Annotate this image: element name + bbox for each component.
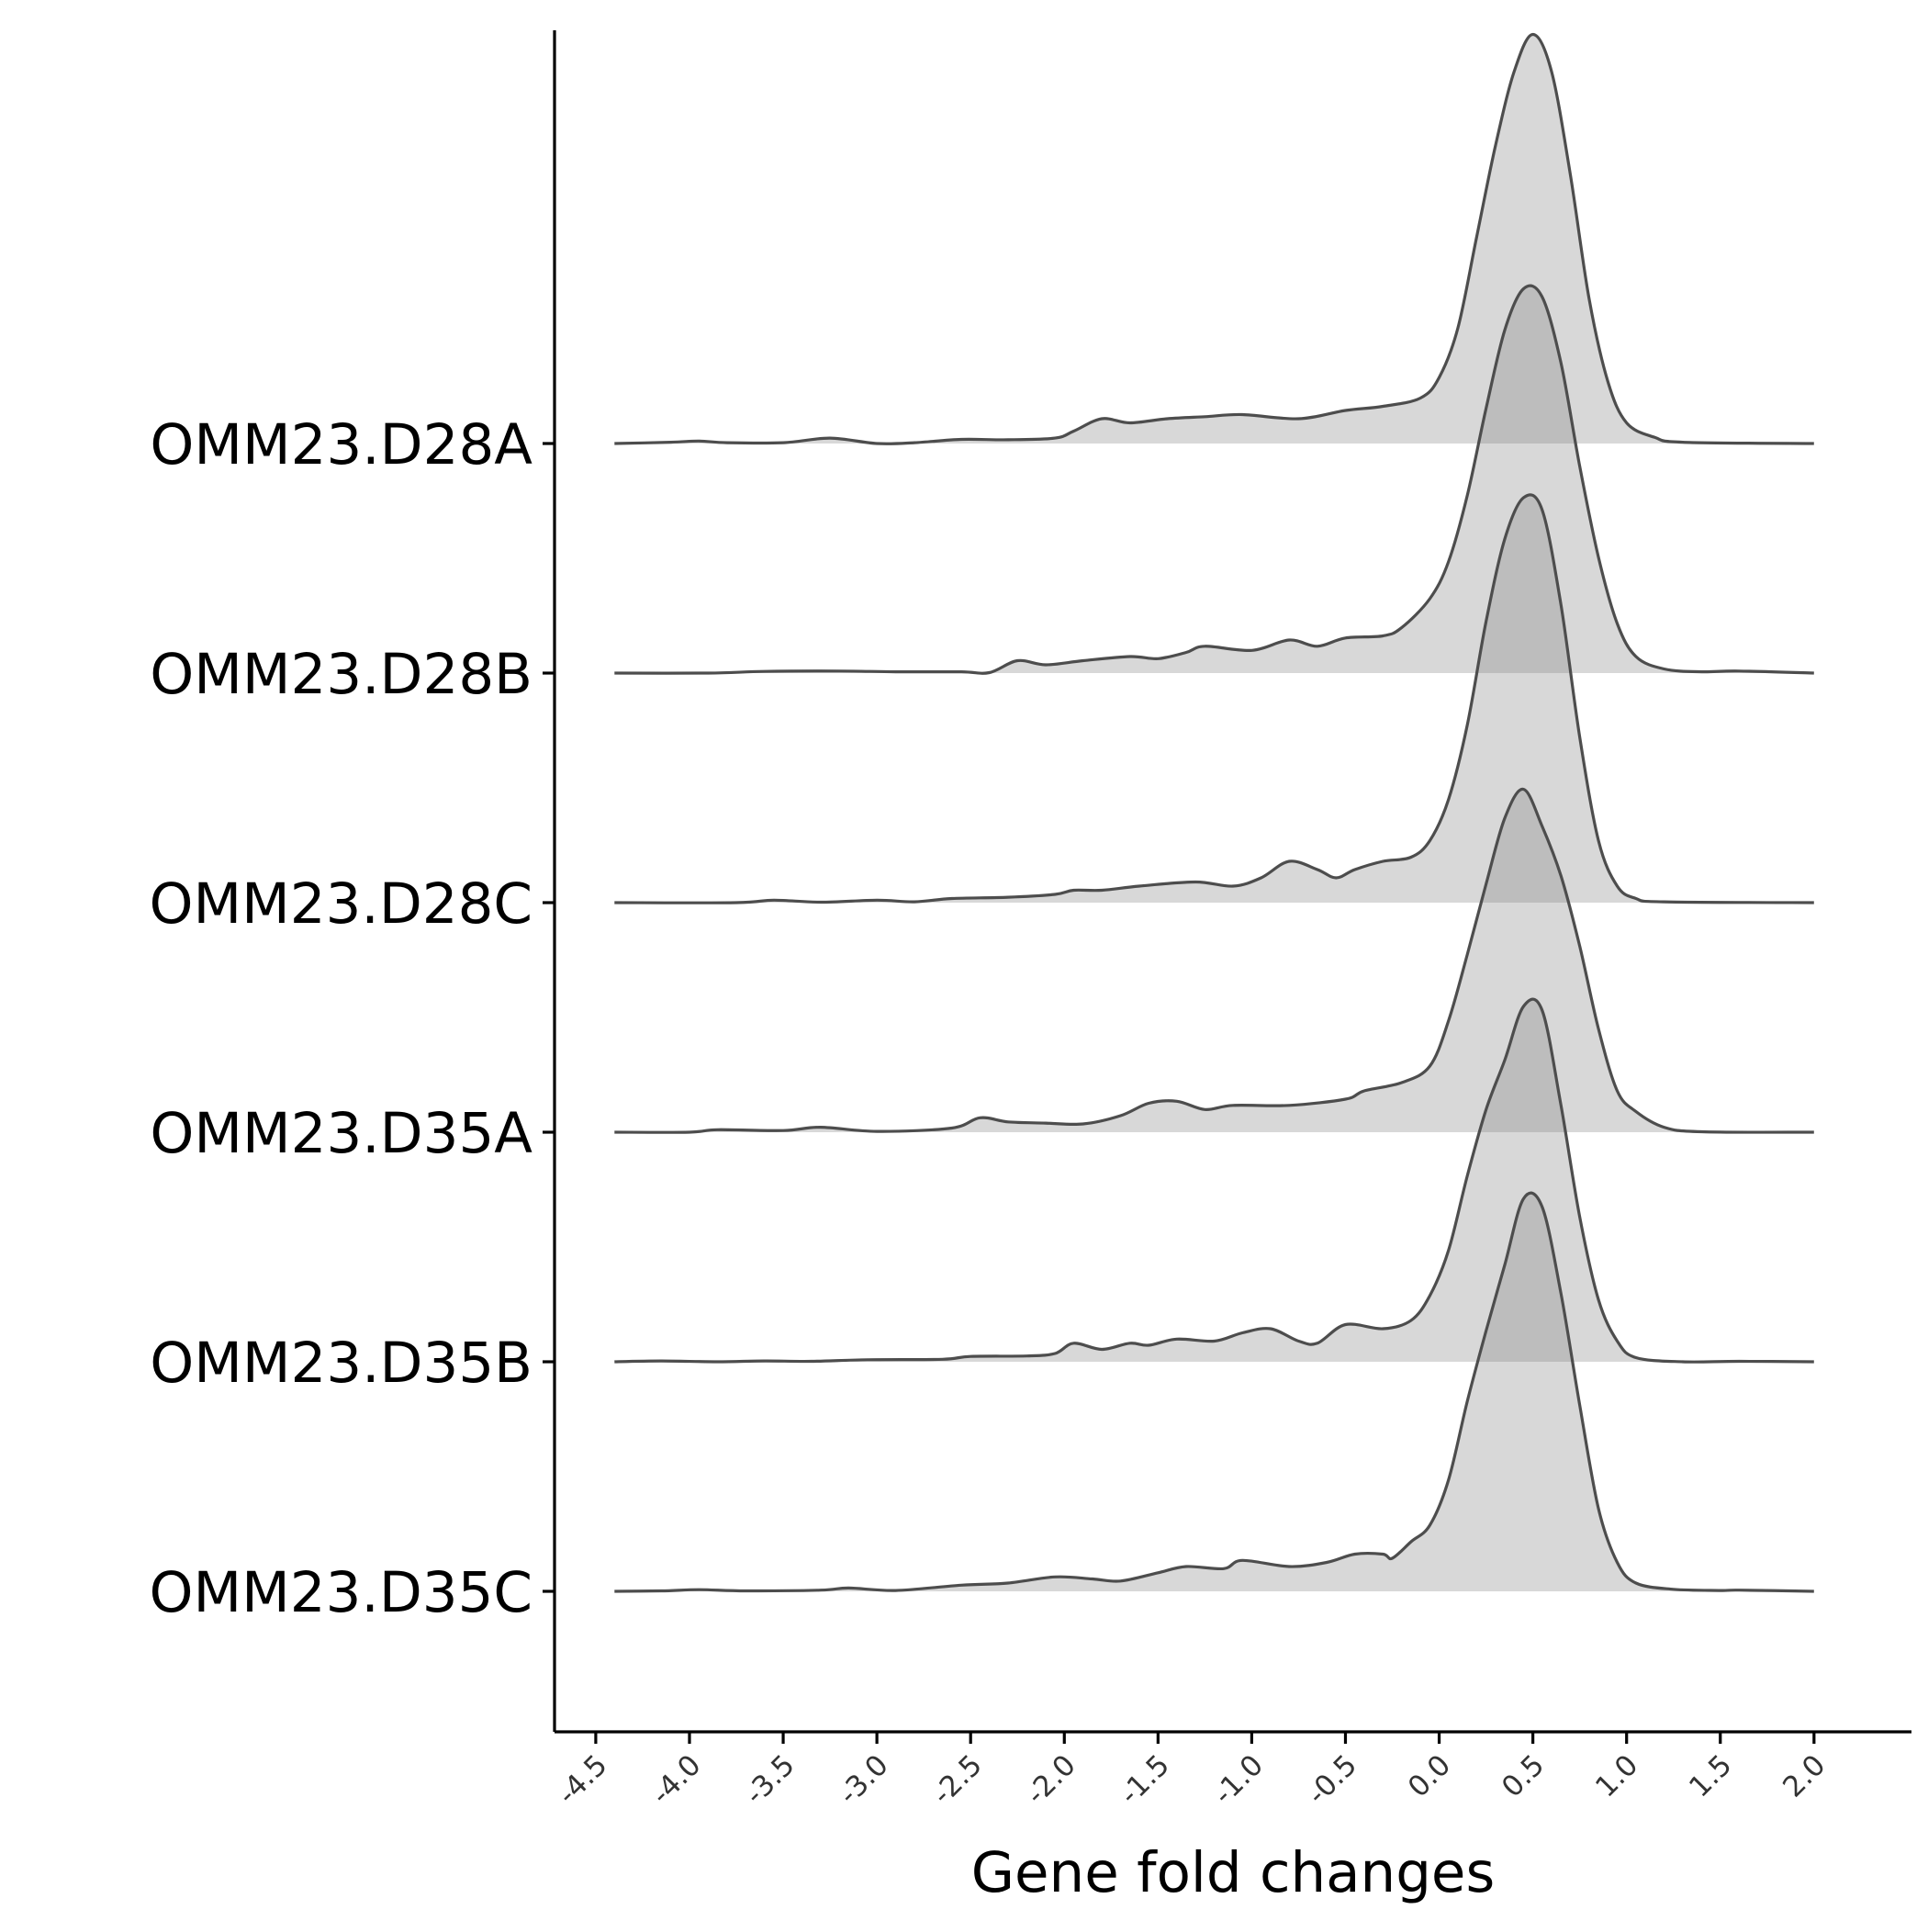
x-tick-label: -1.5 [1114, 1748, 1176, 1811]
x-tick-label: 0.0 [1402, 1748, 1457, 1803]
ridge-fill-omm23-d28c [614, 494, 1814, 904]
ridge-fill-omm23-d35b [614, 999, 1814, 1363]
ridge-line-omm23-d28b [614, 284, 1814, 675]
y-tick-label-omm23-d28a: OMM23.D28A [150, 412, 532, 477]
y-tick-label-omm23-d28b: OMM23.D28B [150, 642, 532, 707]
x-tick-label: -2.0 [1020, 1748, 1082, 1811]
ridge-line-omm23-d35c [614, 1191, 1814, 1593]
ridge-line-omm23-d28c [614, 493, 1814, 904]
x-tick-label: -3.0 [833, 1748, 895, 1811]
y-tick-label-omm23-d35a: OMM23.D35A [150, 1101, 532, 1166]
x-tick-label: 0.5 [1496, 1748, 1551, 1803]
x-axis-title: Gene fold changes [971, 1840, 1496, 1905]
x-tick-label: -2.5 [926, 1748, 989, 1811]
x-tick-label: -4.0 [645, 1748, 707, 1811]
x-tick-label: 2.0 [1777, 1748, 1832, 1803]
x-tick-label: -0.5 [1301, 1748, 1363, 1811]
ridges-layer [614, 32, 1814, 1593]
ridge-fill-omm23-d35c [614, 1193, 1814, 1591]
x-tick-label: -1.0 [1207, 1748, 1270, 1811]
ridge-fill-omm23-d28a [614, 34, 1814, 444]
ridge-fill-omm23-d28b [614, 286, 1814, 674]
ridge-line-omm23-d35b [614, 997, 1814, 1364]
x-tick-label: -4.5 [551, 1748, 613, 1811]
y-tick-label-omm23-d35c: OMM23.D35C [150, 1560, 532, 1625]
ridge-line-omm23-d35a [614, 787, 1814, 1134]
x-tick-label: 1.5 [1683, 1748, 1738, 1803]
y-tick-label-omm23-d28c: OMM23.D28C [150, 871, 532, 937]
y-tick-label-omm23-d35b: OMM23.D35B [150, 1331, 532, 1396]
y-axis: OMM23.D28A OMM23.D28B OMM23.D28C OMM23.D35A… [150, 30, 556, 1732]
ridge-fill-omm23-d35a [614, 789, 1814, 1133]
ridge-line-omm23-d28a [614, 32, 1814, 445]
x-tick-label: -3.5 [738, 1748, 801, 1811]
x-tick-label: 1.0 [1589, 1748, 1644, 1803]
x-axis: -4.5 -4.0 -3.5 -3.0 -2.5 -2.0 -1.5 -1.0 -0.5 0.0 0… [551, 1730, 1911, 1811]
